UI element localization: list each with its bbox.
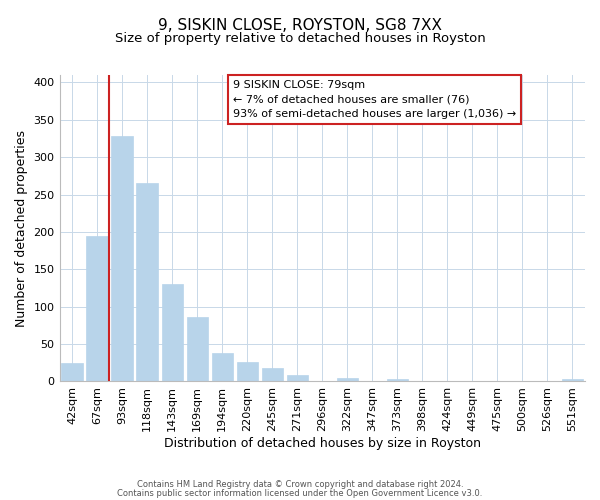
Bar [236, 362, 258, 382]
Bar [187, 317, 208, 382]
Bar [86, 236, 108, 382]
Bar [161, 284, 183, 382]
Text: 9 SISKIN CLOSE: 79sqm
← 7% of detached houses are smaller (76)
93% of semi-detac: 9 SISKIN CLOSE: 79sqm ← 7% of detached h… [233, 80, 516, 119]
Text: Contains HM Land Registry data © Crown copyright and database right 2024.: Contains HM Land Registry data © Crown c… [137, 480, 463, 489]
Bar [212, 353, 233, 382]
Bar [287, 376, 308, 382]
Bar [262, 368, 283, 382]
Text: 9, SISKIN CLOSE, ROYSTON, SG8 7XX: 9, SISKIN CLOSE, ROYSTON, SG8 7XX [158, 18, 442, 32]
Bar [112, 136, 133, 382]
Text: Size of property relative to detached houses in Royston: Size of property relative to detached ho… [115, 32, 485, 45]
Bar [61, 363, 83, 382]
Y-axis label: Number of detached properties: Number of detached properties [15, 130, 28, 326]
Bar [387, 379, 408, 382]
Bar [337, 378, 358, 382]
Text: Contains public sector information licensed under the Open Government Licence v3: Contains public sector information licen… [118, 488, 482, 498]
Bar [136, 182, 158, 382]
Bar [562, 379, 583, 382]
X-axis label: Distribution of detached houses by size in Royston: Distribution of detached houses by size … [164, 437, 481, 450]
